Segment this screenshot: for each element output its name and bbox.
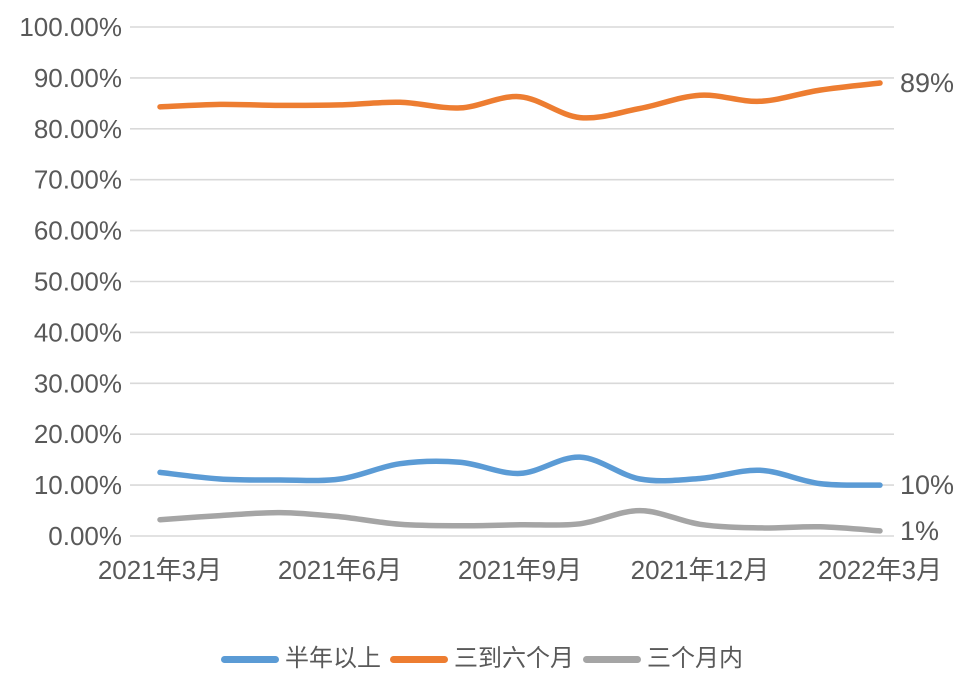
legend-label-within-three-months: 三个月内 — [647, 645, 743, 672]
legend-item-half-year-plus: 半年以上 — [221, 647, 381, 671]
y-axis-label: 80.00% — [34, 114, 122, 144]
y-axis-label: 20.00% — [34, 419, 122, 449]
legend-swatch-three-to-six-months — [390, 655, 448, 663]
series-line-within-three-months — [157, 507, 883, 534]
x-axis-label: 2021年6月 — [278, 555, 402, 585]
y-axis-label: 30.00% — [34, 368, 122, 398]
series-line-half-year-plus — [157, 454, 883, 488]
y-axis-label: 10.00% — [34, 470, 122, 500]
data-labels: 10% 89% 1% — [900, 68, 954, 546]
chart-legend: 半年以上 三到六个月 三个月内 — [0, 641, 964, 677]
x-axis-label: 2021年12月 — [631, 555, 770, 585]
series-line-three-to-six-months — [157, 80, 883, 121]
y-axis-label: 0.00% — [48, 521, 122, 551]
y-axis-label: 60.00% — [34, 216, 122, 246]
data-label-half-year-plus: 10% — [900, 470, 954, 500]
data-label-within-three-months: 1% — [900, 516, 939, 546]
y-axis-labels: 0.00% 10.00% 20.00% 30.00% 40.00% 50.00% 60.00… — [19, 12, 122, 551]
legend-label-three-to-six-months: 三到六个月 — [454, 645, 574, 672]
legend-item-three-to-six-months: 三到六个月 — [390, 647, 574, 671]
y-axis-label: 50.00% — [34, 267, 122, 297]
y-axis-label: 70.00% — [34, 165, 122, 195]
data-label-three-to-six-months: 89% — [900, 68, 954, 98]
x-axis-label: 2021年3月 — [98, 555, 222, 585]
series-lines — [157, 80, 883, 534]
x-axis-label: 2022年3月 — [818, 555, 942, 585]
legend-label-half-year-plus: 半年以上 — [285, 645, 381, 672]
legend-item-within-three-months: 三个月内 — [583, 647, 743, 671]
y-axis-label: 90.00% — [34, 63, 122, 93]
legend-swatch-within-three-months — [583, 655, 641, 663]
x-axis-label: 2021年9月 — [458, 555, 582, 585]
y-axis-label: 40.00% — [34, 317, 122, 347]
x-axis-labels: 2021年3月 2021年6月 2021年9月 2021年12月 2022年3月 — [98, 555, 942, 585]
legend-swatch-half-year-plus — [221, 655, 279, 663]
y-axis-label: 100.00% — [19, 12, 122, 42]
gridlines — [130, 26, 894, 537]
